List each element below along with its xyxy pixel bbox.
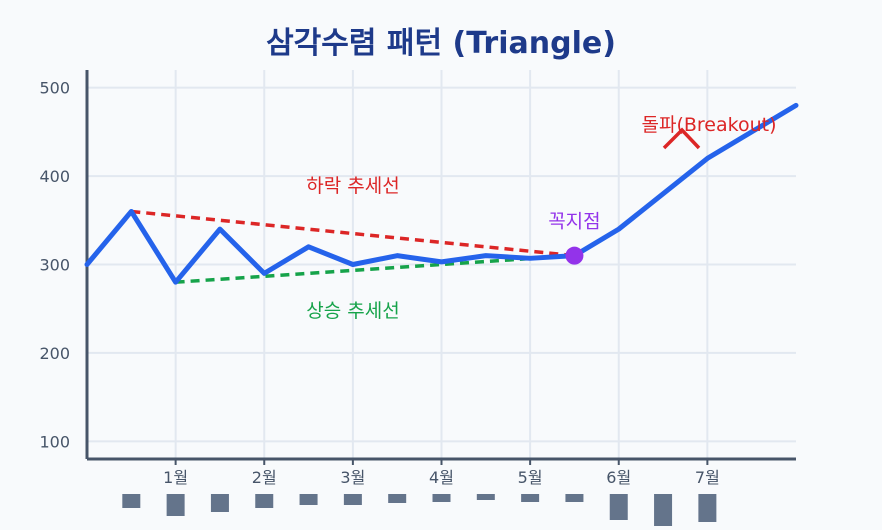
y-tick-label: 300 bbox=[39, 256, 70, 275]
volume-bar bbox=[654, 494, 673, 526]
downtrend-label: 하락 추세선 bbox=[306, 175, 399, 197]
uptrend-label: 상승 추세선 bbox=[306, 300, 399, 322]
volume-bar bbox=[166, 494, 185, 516]
x-tick-label: 4월 bbox=[429, 468, 454, 487]
chart-title: 삼각수렴 패턴 (Triangle) bbox=[266, 26, 616, 61]
tick-labels: 100 200 300 400 500 1월 2월 3월 4월 5월 6월 7월 bbox=[39, 79, 719, 487]
apex-label: 꼭지점 bbox=[548, 211, 600, 233]
volume-bar bbox=[609, 494, 628, 520]
volume-bar bbox=[521, 494, 540, 502]
volume-bar bbox=[122, 494, 141, 508]
volume-bar bbox=[210, 494, 229, 512]
grid-lines bbox=[87, 70, 796, 459]
volume-bar bbox=[476, 494, 495, 500]
volume-bar bbox=[255, 494, 274, 508]
x-tick-label: 3월 bbox=[340, 468, 365, 487]
y-tick-label: 200 bbox=[39, 344, 70, 363]
volume-bar bbox=[698, 494, 717, 522]
volume-bar bbox=[388, 494, 407, 503]
uptrend-line bbox=[175, 253, 575, 284]
volume-bars bbox=[122, 494, 717, 526]
x-tick-label: 1월 bbox=[163, 468, 188, 487]
apex-marker bbox=[565, 246, 584, 265]
volume-bar bbox=[432, 494, 451, 502]
volume-bar bbox=[565, 494, 584, 502]
volume-bar bbox=[299, 494, 318, 505]
x-tick-label: 5월 bbox=[518, 468, 543, 487]
y-tick-label: 500 bbox=[39, 79, 70, 98]
breakout-label: 돌파(Breakout) bbox=[642, 114, 777, 136]
volume-bar bbox=[343, 494, 362, 505]
y-tick-label: 400 bbox=[39, 167, 70, 186]
x-tick-label: 7월 bbox=[695, 468, 720, 487]
trendlines bbox=[131, 209, 575, 284]
x-tick-label: 2월 bbox=[252, 468, 277, 487]
y-tick-label: 100 bbox=[39, 432, 70, 451]
breakout-caret bbox=[662, 127, 701, 150]
x-tick-label: 6월 bbox=[606, 468, 631, 487]
